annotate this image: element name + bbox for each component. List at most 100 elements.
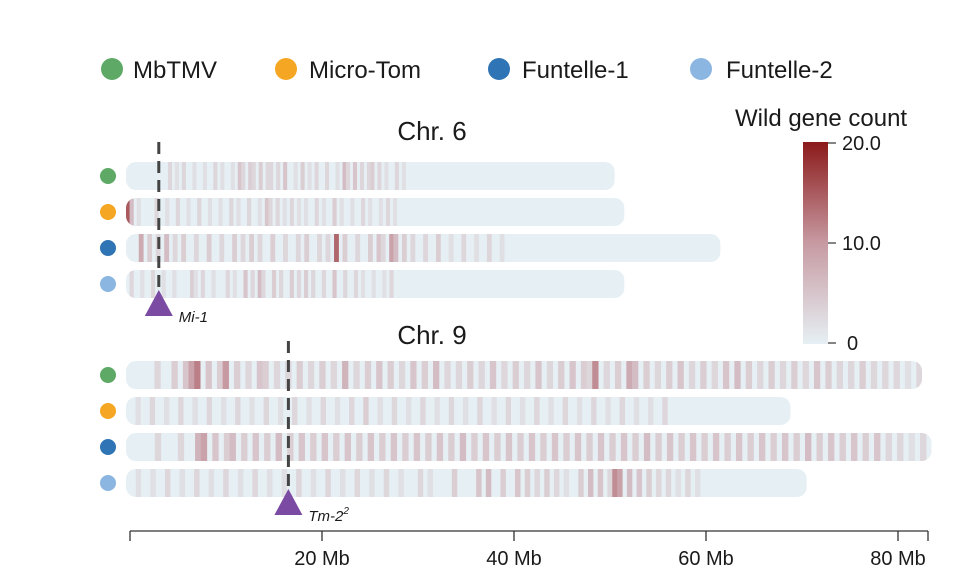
heat-bin (355, 234, 361, 262)
heat-bin (451, 469, 458, 497)
heat-bin (154, 433, 162, 461)
heat-bin (334, 397, 341, 425)
heat-bin (370, 162, 375, 190)
heat-bin (534, 469, 540, 497)
heat-bin (393, 234, 399, 262)
heat-bin (665, 469, 672, 497)
heat-bin (245, 361, 252, 389)
x-tick-label: 80 Mb (870, 548, 926, 570)
heat-bin (434, 397, 440, 425)
heat-bin (232, 270, 237, 298)
heat-bin (515, 469, 521, 497)
heat-bin (325, 234, 331, 262)
heat-bin (270, 234, 276, 262)
heat-bin (825, 361, 832, 389)
heat-bin (174, 162, 179, 190)
track-chr6-funtelle-2 (126, 270, 625, 298)
heat-bin (350, 198, 355, 226)
heat-bin (612, 469, 618, 497)
heat-bin (154, 198, 159, 226)
heat-bin (587, 469, 594, 497)
heat-bin (311, 270, 316, 298)
heat-bin (164, 234, 170, 262)
heat-bin (230, 162, 235, 190)
heat-bin (793, 433, 800, 461)
legend-label-funtelle-2: Funtelle-2 (726, 57, 833, 84)
heat-bin (770, 433, 777, 461)
heat-bin (267, 469, 273, 497)
heat-bin (366, 162, 371, 190)
heat-bin (339, 198, 344, 226)
heat-bin (229, 198, 234, 226)
heat-bin (129, 198, 134, 226)
track-chr9-micro-tom (126, 397, 791, 425)
heat-bin (617, 469, 623, 497)
heat-bin (410, 361, 417, 389)
accession-dot-mbtmv (100, 168, 116, 184)
heat-bin (298, 433, 305, 461)
heat-bin (421, 361, 428, 389)
heat-bin (471, 433, 478, 461)
heat-bin (319, 361, 326, 389)
heat-bin (136, 198, 141, 226)
heat-bin (882, 361, 889, 389)
heat-bin (389, 270, 394, 298)
heat-bin (505, 433, 513, 461)
heat-bin (307, 162, 312, 190)
heat-bin (685, 469, 691, 497)
heat-bin (655, 433, 662, 461)
heat-bin (586, 361, 593, 389)
heat-bin (448, 234, 454, 262)
heat-bin (353, 270, 358, 298)
heat-bin (401, 234, 407, 262)
heat-bin (701, 433, 708, 461)
heat-bin (619, 397, 625, 425)
heat-bin (354, 469, 361, 497)
heat-bin (334, 234, 339, 262)
heat-bin (401, 162, 406, 190)
heat-bin (172, 234, 178, 262)
heat-bin (500, 469, 506, 497)
gene-marker-triangle (274, 489, 303, 515)
heat-bin (345, 162, 351, 190)
heat-bin (383, 469, 390, 497)
heat-bin (232, 234, 237, 262)
heat-bin (425, 433, 432, 461)
heat-bin (163, 397, 170, 425)
heat-bin (477, 397, 483, 425)
heat-bin (147, 234, 153, 262)
heat-bin (342, 162, 347, 190)
heat-bin (813, 361, 821, 389)
heat-bin (186, 198, 191, 226)
heat-bin (904, 361, 912, 389)
heat-bin (885, 433, 892, 461)
heat-bin (342, 361, 349, 389)
heat-bin (427, 469, 433, 497)
heat-bin (614, 361, 622, 389)
legend-item-funtelle-2: Funtelle-2 (690, 57, 833, 84)
heat-bin (248, 162, 253, 190)
heat-bin (643, 361, 650, 389)
heat-bin (377, 397, 383, 425)
heat-bin (417, 469, 424, 497)
heat-bin (534, 397, 540, 425)
track-chr6-mbtmv (126, 162, 615, 190)
heat-bin (474, 234, 479, 262)
heat-bin (448, 433, 455, 461)
heat-bin (165, 198, 170, 226)
heat-bin (296, 270, 302, 298)
heat-bin (126, 198, 131, 226)
heat-bin (455, 361, 463, 389)
heat-bin (181, 234, 187, 262)
accession-dot-mbtmv (100, 367, 116, 383)
heat-bin (277, 397, 284, 425)
heat-bin (897, 433, 904, 461)
heat-bin (874, 433, 881, 461)
heat-bin (848, 361, 855, 389)
heat-bin (648, 397, 654, 425)
heat-bin (237, 469, 244, 497)
heat-bin (626, 361, 633, 389)
heat-bin (802, 361, 809, 389)
legend-marker-micro-tom (275, 58, 297, 80)
